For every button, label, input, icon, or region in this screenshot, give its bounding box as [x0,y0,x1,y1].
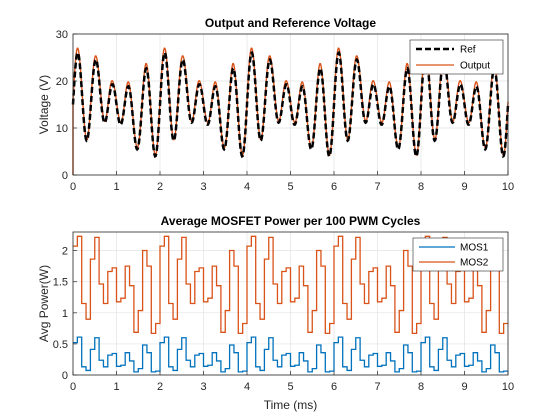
power-chart-title: Average MOSFET Power per 100 PWM Cycles [161,214,421,228]
power-x-tick-label: 4 [244,381,250,393]
voltage-x-tick-label: 6 [331,181,337,193]
power-y-tick-label: 0.5 [53,339,68,351]
voltage-x-tick-label: 4 [244,181,250,193]
voltage-series [71,47,510,175]
voltage-ticks: 0 1 2 3 4 5 6 7 8 9 10 0 10 20 30 [56,29,514,193]
voltage-x-tick-label: 8 [418,181,424,193]
power-chart: 0 1 2 3 4 5 6 7 8 9 10 0 0.5 1 1.5 2 Average MOSFET Pow… [37,214,514,412]
legend-mos1-label: MOS1 [460,243,489,254]
power-x-tick-label: 0 [70,381,76,393]
power-y-tick-label: 1 [62,308,68,320]
voltage-y-tick-label: 20 [56,76,68,88]
power-x-axis-label: Time (ms) [264,398,318,412]
power-ticks: 0 1 2 3 4 5 6 7 8 9 10 0 0.5 1 1.5 2 [53,246,514,393]
voltage-x-tick-label: 7 [374,181,380,193]
legend-mos2-label: MOS2 [460,258,489,269]
legend-output-label: Output [460,61,490,72]
power-legend-box [412,237,504,272]
voltage-chart-title: Output and Reference Voltage [205,16,376,30]
voltage-y-tick-label: 0 [62,170,68,182]
series-ref-line [71,50,510,159]
power-y-axis-label: Avg Power(W) [37,265,51,342]
power-x-tick-label: 10 [502,381,514,393]
voltage-chart: 0 1 2 3 4 5 6 7 8 9 10 0 10 20 30 Output and Reference… [37,16,514,193]
voltage-y-axis-label: Voltage (V) [37,75,51,134]
power-series [73,235,508,373]
voltage-x-tick-label: 10 [502,181,514,193]
voltage-legend-box [409,39,504,75]
power-y-tick-label: 2 [62,246,68,258]
voltage-legend: Ref Output [409,39,504,75]
power-legend: MOS1 MOS2 [412,237,504,272]
voltage-x-tick-label: 1 [113,181,119,193]
legend-ref-label: Ref [460,45,476,56]
series-mos2-line [73,235,508,335]
voltage-x-tick-label: 3 [200,181,206,193]
series-mos1-line [73,336,508,373]
power-x-tick-label: 2 [157,381,163,393]
power-x-tick-label: 5 [287,381,293,393]
voltage-x-tick-label: 2 [157,181,163,193]
power-x-tick-label: 8 [418,381,424,393]
power-x-tick-label: 9 [461,381,467,393]
voltage-x-tick-label: 9 [461,181,467,193]
power-y-tick-label: 0 [62,370,68,382]
power-x-tick-label: 1 [113,381,119,393]
voltage-x-tick-label: 5 [287,181,293,193]
power-x-tick-label: 3 [200,381,206,393]
power-x-tick-label: 7 [374,381,380,393]
voltage-y-tick-label: 10 [56,123,68,135]
power-x-tick-label: 6 [331,381,337,393]
voltage-y-tick-label: 30 [56,29,68,41]
voltage-x-tick-label: 0 [70,181,76,193]
power-y-tick-label: 1.5 [53,277,68,289]
